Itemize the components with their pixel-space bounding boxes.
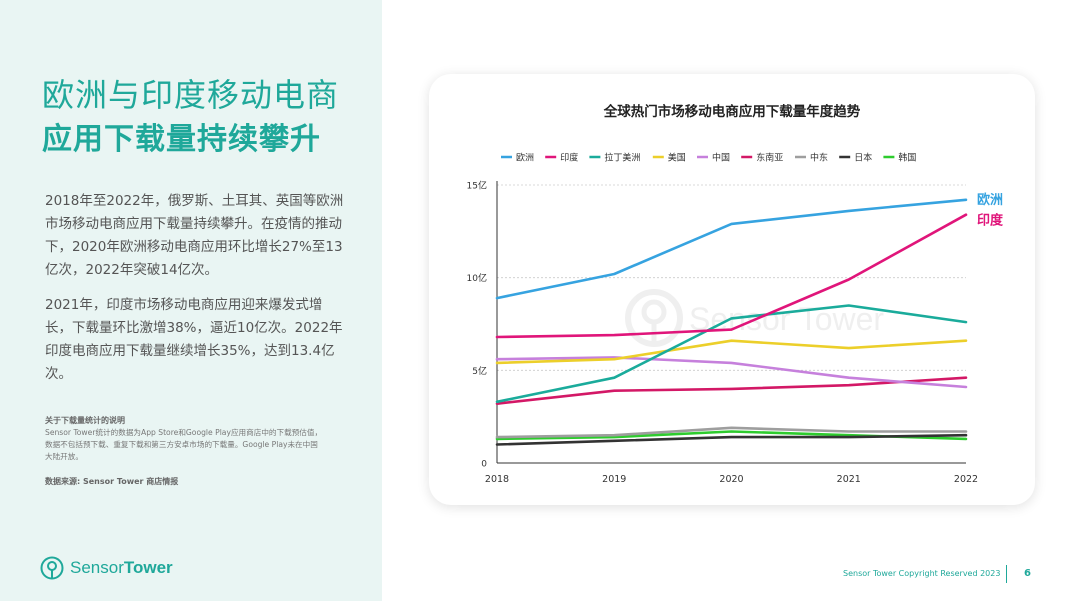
end-label-1: 印度 [977,213,1004,229]
legend-label-4: 中国 [712,152,730,164]
y-tick-label-0: 0 [481,460,487,470]
line-chart: Sensor Tower 全球热门市场移动电商应用下载量年度趋势 欧洲 印度 拉丁美… [467,103,1004,486]
series-line-7 [495,433,968,446]
y-tick-label-2: 10亿 [467,272,487,284]
x-tick-label-4: 2022 [954,474,978,485]
x-tick-label-1: 2019 [602,474,626,485]
logo-text-light: Sensor [70,558,124,577]
series-line-1 [495,213,968,339]
series-line-2 [495,304,968,404]
page-number: 6 [1024,568,1031,579]
chart-legend: 欧洲 印度 拉丁美洲 美国 中国 东南亚 中东 日本 韩国 [501,152,916,164]
chart-card: Sensor Tower 全球热门市场移动电商应用下载量年度趋势 欧洲 印度 拉丁美… [429,74,1035,505]
left-panel: 欧洲与印度移动电商 应用下载量持续攀升 2018年至2022年，俄罗斯、土耳其、… [0,0,382,601]
series-line-0 [495,198,968,300]
footer-copyright: Sensor Tower Copyright Reserved 2023 [843,569,1001,578]
data-source: 数据来源: Sensor Tower 商店情报 [45,477,179,486]
legend-label-3: 美国 [668,152,686,164]
india-paragraph: 2021年，印度市场移动电商应用迎来爆发式增长，下载量环比激增38%，逼近10亿… [45,297,343,382]
note-title: 关于下载量统计的说明 [45,416,125,425]
logo-text-bold: Tower [123,558,173,577]
series-line-4 [495,356,968,389]
chart-axes: 0 5亿 10亿 15亿 2018 2019 2020 2021 2022 [467,180,979,486]
chart-grid [497,184,966,371]
europe-paragraph: 2018年至2022年，俄罗斯、土耳其、英国等欧洲市场移动电商应用下载量持续攀升… [45,193,344,278]
series-line-5 [495,376,968,406]
legend-label-6: 中东 [810,152,828,164]
legend-label-1: 印度 [560,152,578,164]
legend-label-7: 日本 [854,152,872,164]
series-line-3 [495,339,968,365]
page-title-line1: 欧洲与印度移动电商 [42,76,340,114]
legend-label-0: 欧洲 [516,152,534,164]
page-title-line2: 应用下载量持续攀升 [42,122,321,157]
sensortower-logo-icon [40,556,64,580]
logo-text: SensorTower [70,558,173,578]
y-tick-label-1: 5亿 [472,365,487,377]
x-tick-label-0: 2018 [485,474,509,485]
x-tick-label-2: 2020 [719,474,743,485]
legend-label-2: 拉丁美洲 [604,152,640,164]
footer-divider [1006,565,1007,583]
note-body: Sensor Tower统计的数据为App Store和Google Play应… [45,428,323,461]
chart-series [495,198,968,446]
series-line-6 [495,426,968,439]
legend-label-8: 韩国 [898,152,916,164]
legend-label-5: 东南亚 [756,152,783,164]
x-tick-label-3: 2021 [837,474,861,485]
end-label-0: 欧洲 [977,192,1003,208]
y-tick-label-3: 15亿 [467,180,487,192]
chart-title: 全球热门市场移动电商应用下载量年度趋势 [603,103,861,120]
sensortower-logo: SensorTower [40,556,173,580]
